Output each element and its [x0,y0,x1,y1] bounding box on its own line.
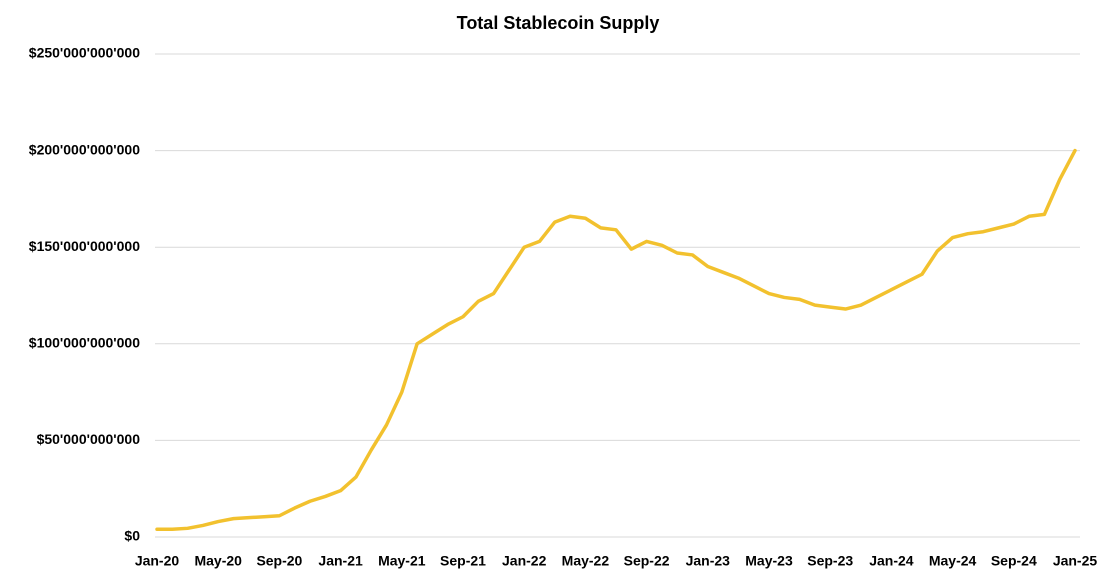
x-tick-label: Sep-21 [440,553,486,569]
y-tick-label: $250'000'000'000 [29,45,140,61]
y-tick-label: $150'000'000'000 [29,238,140,254]
x-tick-label: May-24 [929,553,977,569]
x-tick-label: May-20 [194,553,242,569]
x-tick-label: Jan-25 [1053,553,1098,569]
y-tick-label: $50'000'000'000 [37,431,141,447]
chart-title: Total Stablecoin Supply [457,13,660,33]
x-tick-label: Jan-21 [318,553,363,569]
x-tick-label: Sep-22 [624,553,670,569]
x-tick-label: Sep-23 [807,553,853,569]
y-tick-label: $200'000'000'000 [29,141,140,157]
x-tick-label: Jan-22 [502,553,547,569]
x-tick-label: May-22 [562,553,610,569]
x-tick-label: May-21 [378,553,426,569]
y-tick-label: $100'000'000'000 [29,335,140,351]
x-tick-label: May-23 [745,553,793,569]
x-tick-label: Jan-24 [869,553,914,569]
x-tick-label: Sep-20 [256,553,302,569]
x-tick-label: Jan-23 [686,553,731,569]
x-tick-label: Sep-24 [991,553,1037,569]
y-tick-label: $0 [124,528,140,544]
supply-line [155,148,1077,532]
x-tick-label: Jan-20 [135,553,180,569]
